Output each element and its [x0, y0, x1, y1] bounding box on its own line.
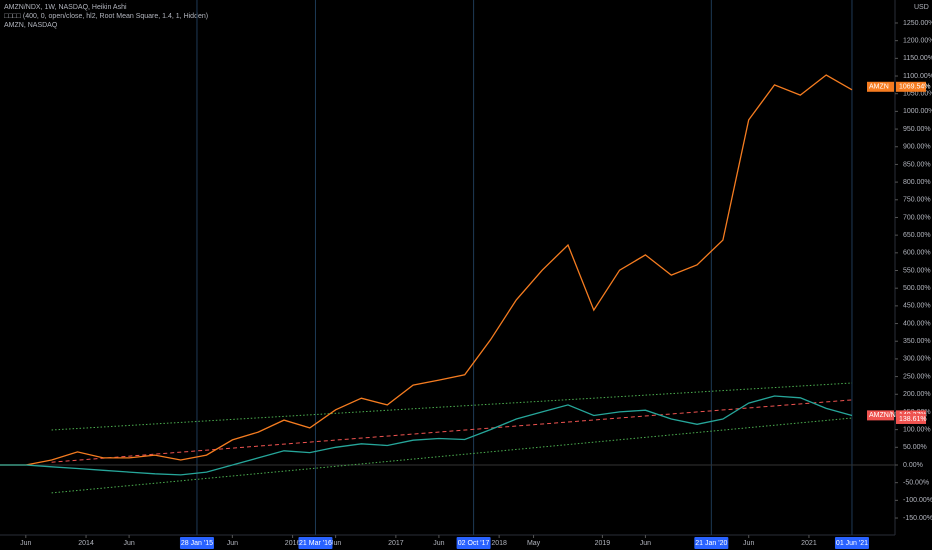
- y-tick-label: 650.00%: [903, 232, 931, 239]
- y-tick-label: 350.00%: [903, 338, 931, 345]
- series-line: [0, 395, 853, 476]
- x-tick-label: May: [527, 540, 541, 547]
- chart-title: AMZN/NDX, 1W, NASDAQ, Heikin Ashi: [4, 4, 127, 11]
- y-tick-label: 100.00%: [903, 426, 931, 433]
- y-tick-label: 800.00%: [903, 179, 931, 186]
- series-line: [0, 74, 853, 466]
- regression-channel: [51, 399, 853, 463]
- marker-label: 01 Jun '21: [836, 540, 868, 547]
- currency: USD: [914, 4, 929, 11]
- y-tick-label: 400.00%: [903, 320, 931, 327]
- y-tick-label: 850.00%: [903, 161, 931, 168]
- x-tick-label: 2018: [491, 540, 507, 547]
- x-tick-label: Jun: [123, 540, 134, 547]
- y-tick-label: 250.00%: [903, 373, 931, 380]
- last-value: 138.61%: [899, 416, 927, 423]
- marker-label-bg: [298, 537, 333, 549]
- x-tick-label: 2016: [285, 540, 301, 547]
- y-tick-label: -150.00%: [903, 515, 932, 522]
- series-name-bg: [867, 81, 894, 92]
- marker-label: 28 Jan '15: [181, 540, 213, 547]
- marker-label-bg: [179, 537, 214, 549]
- x-tick-label: 2019: [595, 540, 611, 547]
- y-tick-label: 450.00%: [903, 303, 931, 310]
- y-tick-label: 1100.00%: [903, 73, 932, 80]
- regression-channel: [51, 382, 853, 431]
- y-tick-label: 500.00%: [903, 285, 931, 292]
- x-tick-label: Jun: [330, 540, 341, 547]
- marker-label-bg: [834, 537, 869, 549]
- y-tick-label: 550.00%: [903, 267, 931, 274]
- x-tick-label: 2014: [78, 540, 94, 547]
- y-tick-label: 1000.00%: [903, 108, 932, 115]
- last-value-bg: [896, 413, 926, 424]
- y-tick-label: 600.00%: [903, 250, 931, 257]
- marker-label: 02 Oct '17: [458, 540, 490, 547]
- y-tick-label: 300.00%: [903, 356, 931, 363]
- marker-label-bg: [456, 537, 491, 549]
- y-tick-label: 750.00%: [903, 197, 931, 204]
- y-tick-label: 1200.00%: [903, 38, 932, 45]
- y-tick-label: 1050.00%: [903, 91, 932, 98]
- x-tick-label: 2017: [388, 540, 404, 547]
- x-tick-label: Jun: [743, 540, 754, 547]
- series-name: AMZN: [869, 84, 889, 91]
- last-value: 1069.54%: [899, 84, 931, 91]
- last-value-bg: [896, 81, 926, 92]
- x-tick-label: Jun: [433, 540, 444, 547]
- y-tick-label: 200.00%: [903, 391, 931, 398]
- y-tick-label: 0.00%: [903, 462, 923, 469]
- indicator-legend: □□□□ (400, 0, open/close, hl2, Root Mean…: [4, 13, 208, 20]
- y-tick-label: 700.00%: [903, 214, 931, 221]
- y-tick-label: 950.00%: [903, 126, 931, 133]
- y-tick-label: 1250.00%: [903, 20, 932, 27]
- marker-label-bg: [694, 537, 729, 549]
- x-tick-label: Jun: [20, 540, 31, 547]
- series-name-bg: [867, 410, 894, 421]
- compare-legend: AMZN, NASDAQ: [4, 22, 58, 29]
- x-tick-label: Jun: [640, 540, 651, 547]
- x-tick-label: Jun: [227, 540, 238, 547]
- regression-channel: [51, 417, 853, 494]
- y-tick-label: -100.00%: [903, 497, 932, 504]
- marker-label: 21 Mar '16: [299, 540, 332, 547]
- marker-label: 21 Jan '20: [695, 540, 727, 547]
- y-tick-label: 50.00%: [903, 444, 927, 451]
- y-tick-label: -50.00%: [903, 480, 929, 487]
- series-name: AMZN/NDX: [869, 412, 906, 419]
- x-tick-label: 2021: [801, 540, 817, 547]
- y-tick-label: 1150.00%: [903, 55, 932, 62]
- y-tick-label: 900.00%: [903, 144, 931, 151]
